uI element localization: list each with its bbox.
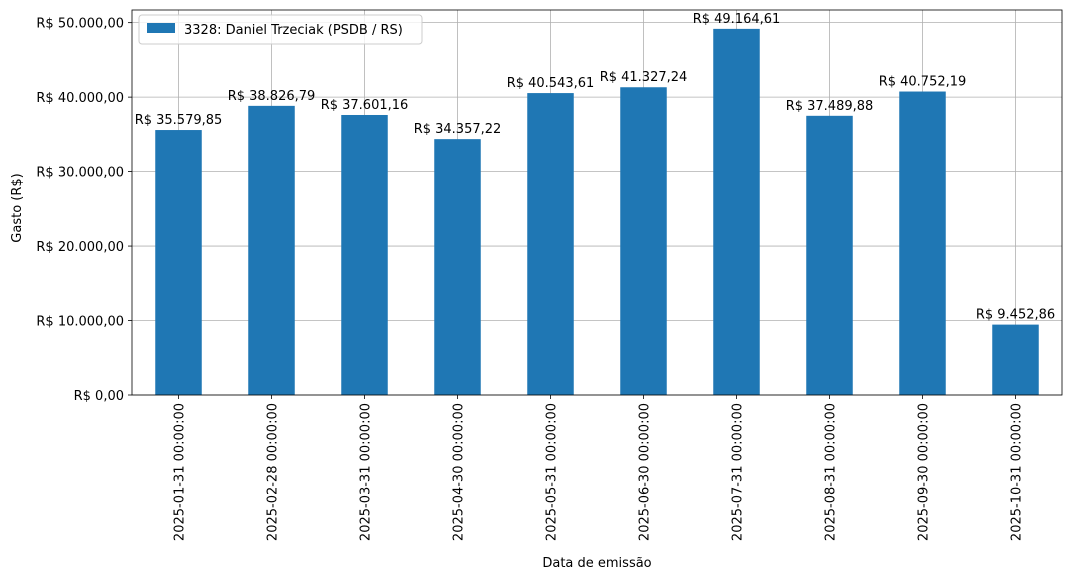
data-labels: R$ 35.579,85 R$ 38.826,79 R$ 37.601,16 R$ 3…	[135, 12, 1055, 323]
bar	[992, 324, 1039, 395]
x-tick-label: 2025-01-31 00:00:00	[173, 403, 188, 541]
legend-label: 3328: Daniel Trzeciak (PSDB / RS)	[184, 23, 403, 38]
bar-value-label: R$ 9.452,86	[976, 308, 1055, 323]
x-tick-label: 2025-05-31 00:00:00	[545, 403, 560, 541]
bar	[248, 105, 295, 396]
bar	[527, 93, 574, 395]
bar	[713, 28, 760, 396]
x-tick-label: 2025-08-31 00:00:00	[824, 403, 839, 541]
y-tick-label: R$ 30.000,00	[36, 166, 124, 181]
bar-value-label: R$ 37.601,16	[321, 98, 409, 113]
bar-value-label: R$ 41.327,24	[600, 70, 688, 85]
bar-value-label: R$ 38.826,79	[228, 89, 316, 104]
x-tick-label: 2025-09-30 00:00:00	[917, 403, 932, 541]
y-tick-label: R$ 40.000,00	[36, 91, 124, 106]
legend-swatch	[147, 23, 175, 33]
bar	[899, 91, 946, 395]
bars	[155, 28, 1039, 396]
bar-value-label: R$ 35.579,85	[135, 113, 223, 128]
y-tick-label: R$ 20.000,00	[36, 240, 124, 255]
bar	[341, 114, 388, 395]
x-axis-label: Data de emissão	[542, 556, 651, 571]
bar-value-label: R$ 37.489,88	[786, 99, 874, 114]
legend: 3328: Daniel Trzeciak (PSDB / RS)	[138, 14, 423, 45]
axes	[128, 9, 1063, 399]
bar-value-label: R$ 49.164,61	[693, 12, 781, 27]
legend-frame	[138, 14, 423, 45]
bar	[434, 139, 481, 395]
x-tick-label: 2025-06-30 00:00:00	[638, 403, 653, 541]
bar-value-label: R$ 40.752,19	[879, 75, 967, 90]
bar	[155, 130, 202, 395]
y-tick-label: R$ 50.000,00	[36, 17, 124, 32]
x-tick-label: 2025-02-28 00:00:00	[266, 403, 281, 541]
plot-frame	[131, 9, 1063, 396]
x-tick-label: 2025-04-30 00:00:00	[452, 403, 467, 541]
bar	[806, 115, 853, 396]
y-tick-label: R$ 10.000,00	[36, 315, 124, 330]
x-tick-label: 2025-07-31 00:00:00	[731, 403, 746, 541]
bar-value-label: R$ 34.357,22	[414, 122, 502, 137]
bar	[620, 87, 667, 395]
bar-value-label: R$ 40.543,61	[507, 76, 595, 91]
y-axis-label: Gasto (R$)	[10, 173, 25, 242]
tick-labels: R$ 0,00 R$ 10.000,00 R$ 20.000,00 R$ 30.000…	[36, 17, 1024, 541]
x-tick-label: 2025-10-31 00:00:00	[1010, 403, 1025, 541]
y-tick-label: R$ 0,00	[74, 389, 124, 404]
x-tick-label: 2025-03-31 00:00:00	[359, 403, 374, 541]
